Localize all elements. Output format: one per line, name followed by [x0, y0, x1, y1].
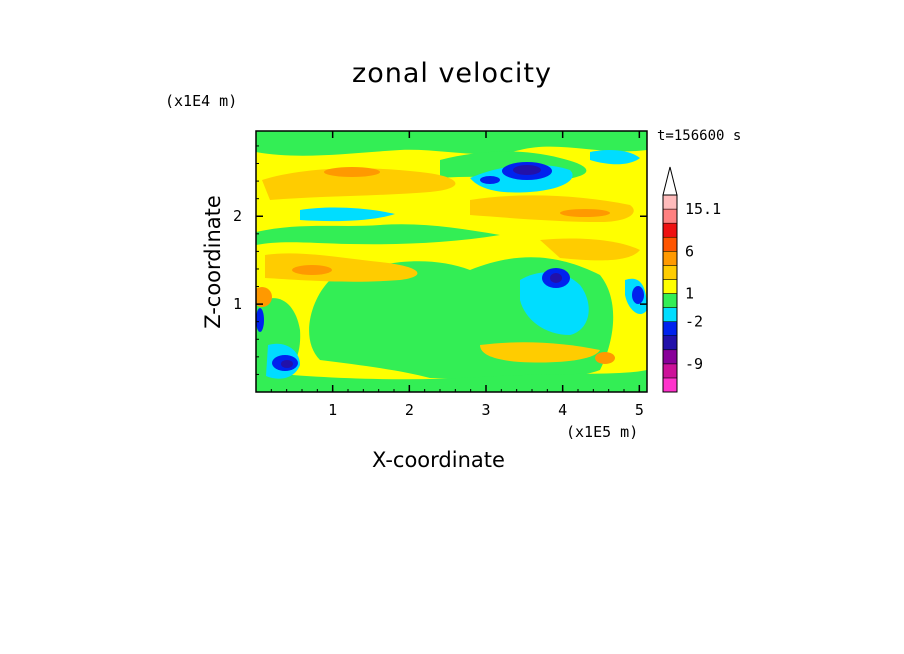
colorbar-band — [662, 293, 678, 308]
y-tick-label: 2 — [233, 207, 242, 225]
x-tick-label: 4 — [558, 401, 567, 419]
colorbar-label: 6 — [685, 242, 694, 260]
colorbar-overflow-arrow — [662, 166, 678, 196]
colorbar-band — [662, 251, 678, 266]
colorbar-band — [662, 321, 678, 336]
colorbar-label: -2 — [685, 313, 703, 331]
colorbar: 15.1 6 1 -2 -9 — [662, 166, 721, 393]
colorbar-band — [662, 307, 678, 322]
colorbar-label: 15.1 — [685, 200, 721, 218]
colorbar-band — [662, 279, 678, 294]
contour-field — [256, 131, 647, 392]
z-axis-multiplier: (x1E4 m) — [165, 92, 238, 110]
time-label: t=156600 s — [657, 128, 742, 144]
colorbar-band — [662, 208, 678, 224]
y-ticks: 12 — [233, 145, 647, 375]
x-axis-label: X-coordinate — [372, 448, 505, 472]
navy-regions — [281, 165, 562, 368]
colorbar-band — [662, 265, 678, 280]
colorbar-band — [662, 349, 678, 365]
x-axis-multiplier: (x1E5 m) — [566, 423, 639, 441]
colorbar-band — [662, 222, 678, 238]
orange-regions — [262, 168, 640, 363]
colorbar-band — [662, 194, 678, 210]
colorbar-frame — [662, 194, 678, 393]
plot-frame — [255, 130, 648, 393]
red-regions — [256, 167, 615, 364]
x-tick-label: 5 — [635, 401, 644, 419]
colorbar-band — [662, 377, 678, 393]
colorbar-label: -9 — [685, 355, 703, 373]
colorbar-band — [662, 363, 678, 379]
blue-regions — [256, 162, 644, 371]
colorbar-band — [662, 236, 678, 252]
chart-title: zonal velocity — [352, 58, 552, 89]
x-tick-label: 1 — [328, 401, 337, 419]
x-ticks: 1 2 3 4 5 — [270, 131, 644, 419]
colorbar-label: 1 — [685, 285, 694, 303]
y-tick-label: 1 — [233, 295, 242, 313]
colorbar-band — [662, 335, 678, 351]
x-tick-label: 3 — [481, 401, 490, 419]
x-tick-label: 2 — [405, 401, 414, 419]
